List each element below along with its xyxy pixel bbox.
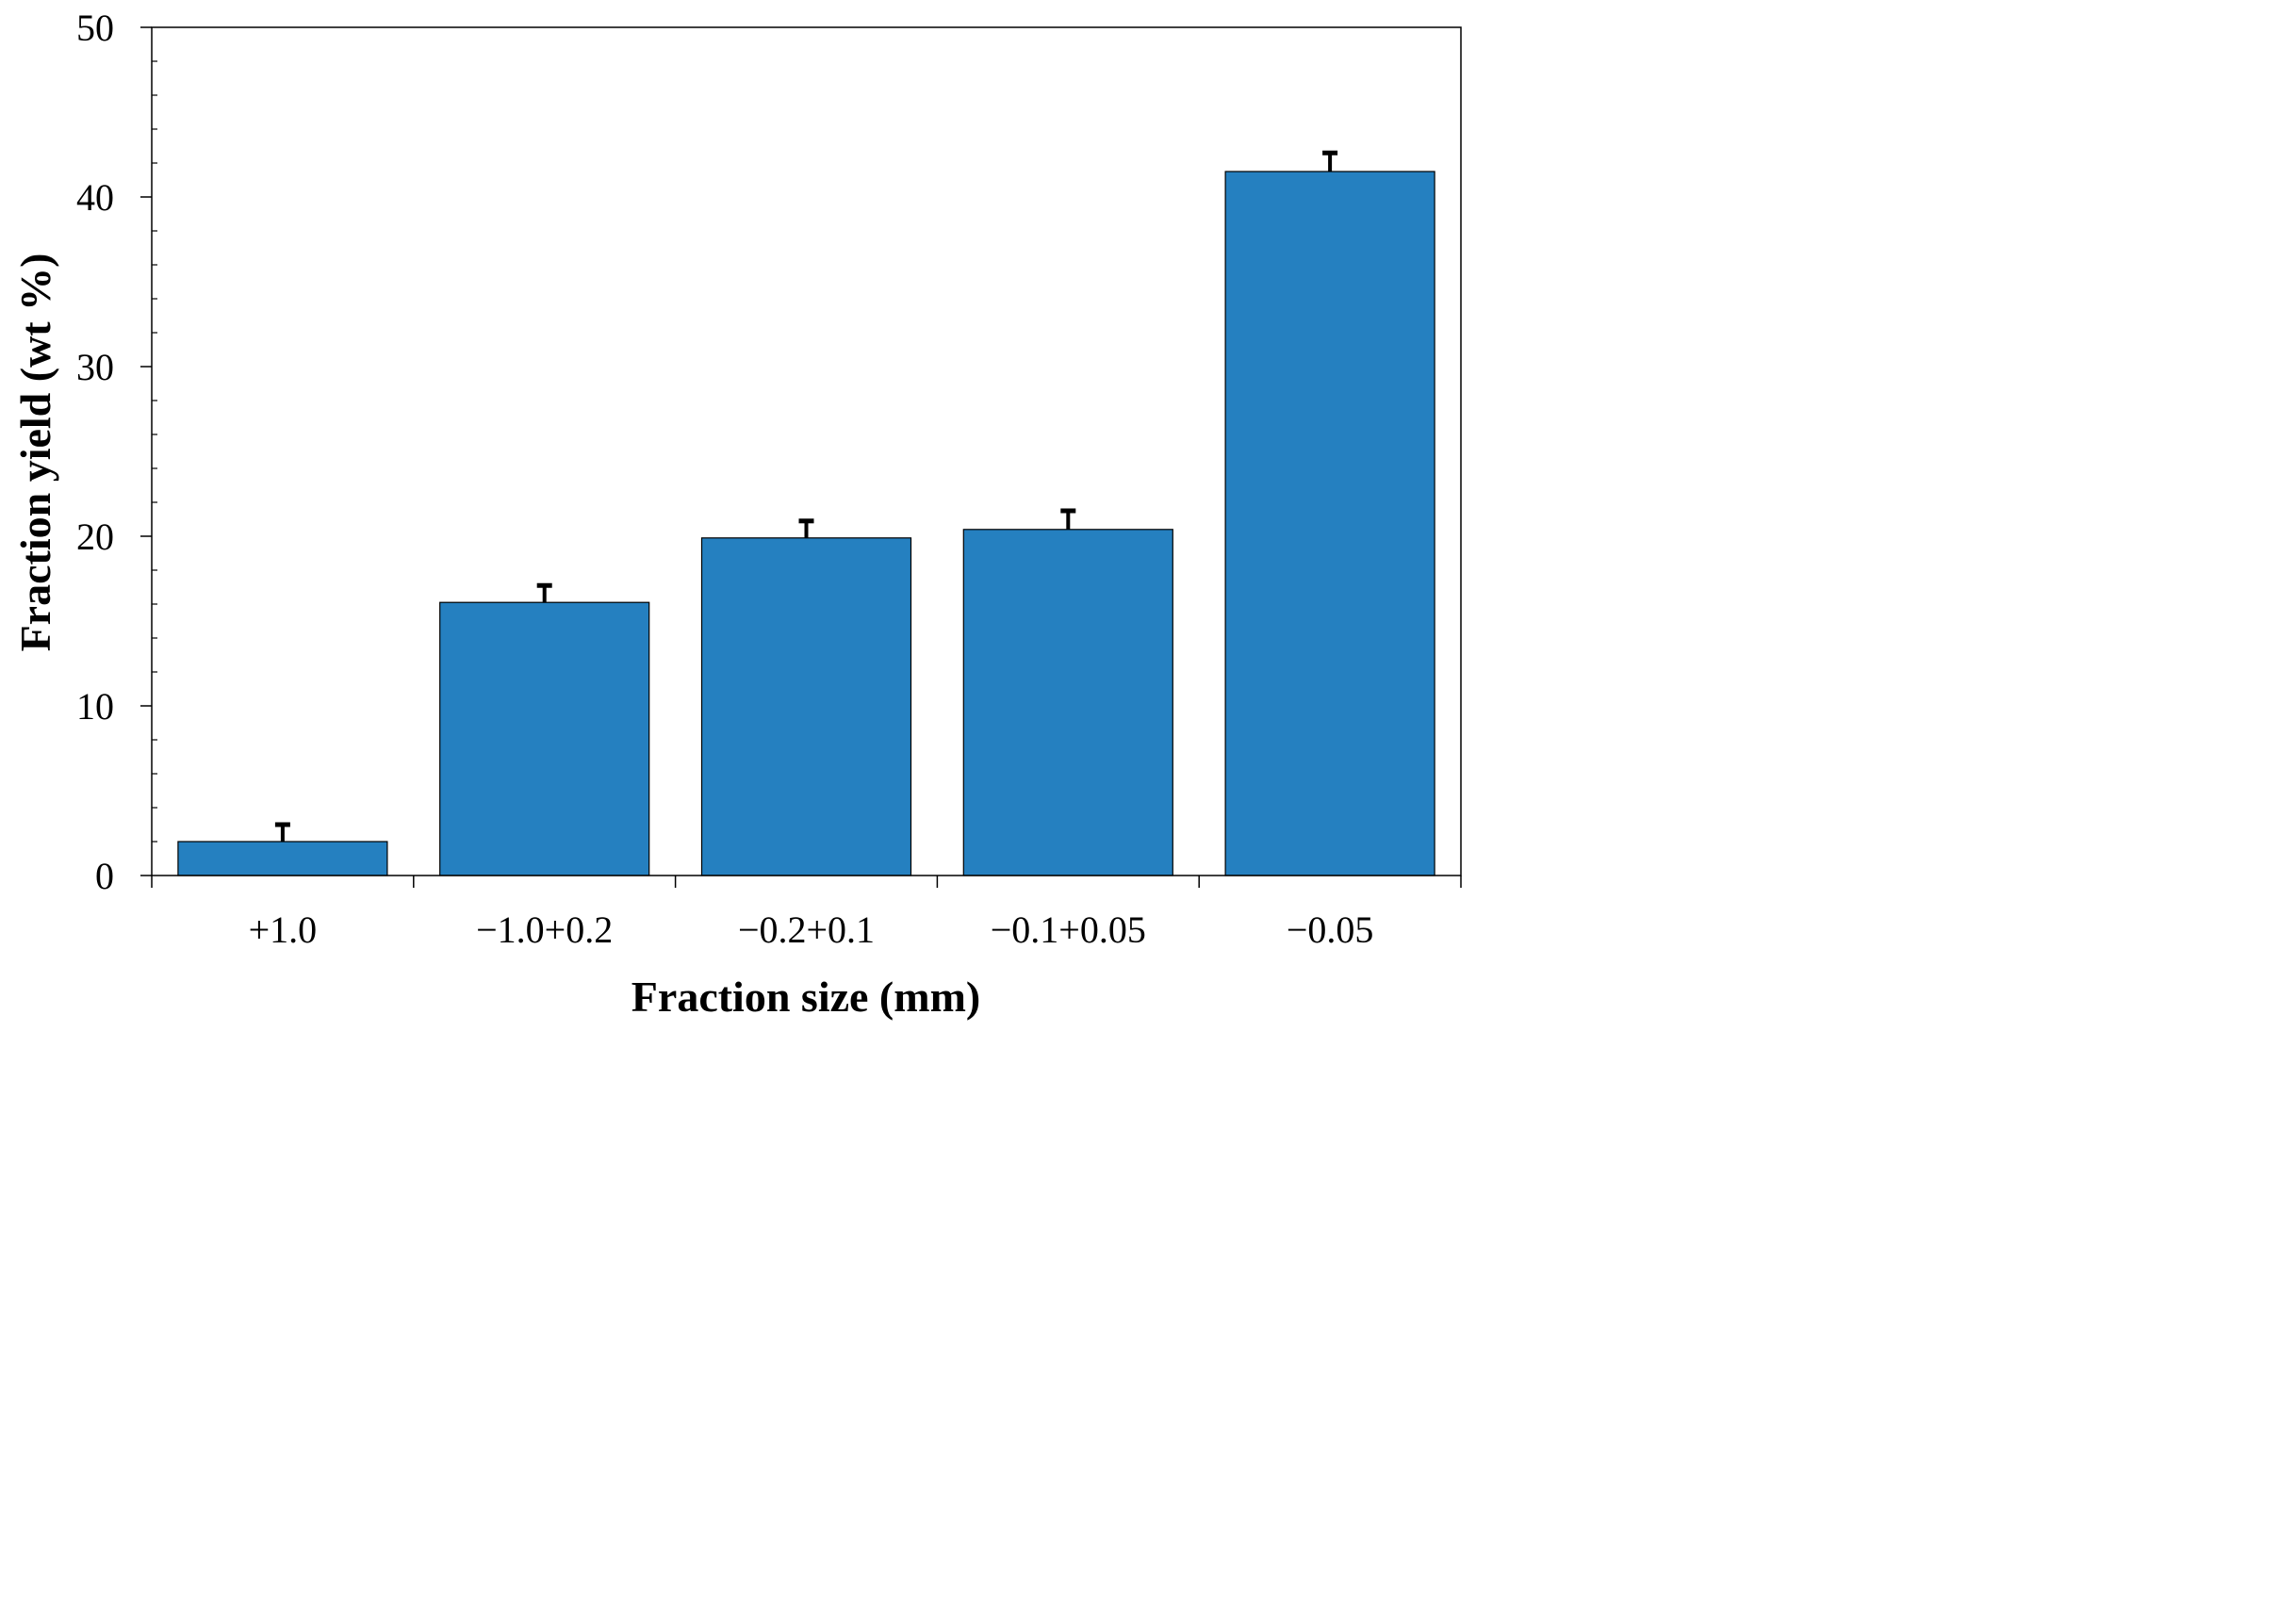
bar — [962, 529, 1173, 876]
axes-layer — [140, 26, 1462, 888]
bar — [1224, 171, 1435, 876]
x-axis-title: Fraction size (mm) — [631, 973, 980, 1021]
y-tick-label: 20 — [76, 516, 114, 558]
bar — [439, 601, 650, 876]
x-tick-label: −0.2+0.1 — [738, 908, 875, 951]
error-bars-layer — [274, 150, 1338, 842]
y-tick-label: 0 — [95, 855, 114, 897]
y-tick-label: 10 — [76, 685, 114, 728]
y-tick-label: 50 — [76, 7, 114, 49]
labels-layer: +1.0 −1.0+0.2 −0.2+0.1 −0.1+0.05 −0.05 0 10 20 3… — [76, 7, 1373, 951]
y-axis-title: Fraction yield (wt %) — [11, 254, 59, 652]
x-tick-label: −1.0+0.2 — [476, 908, 613, 951]
bar-chart: +1.0 −1.0+0.2 −0.2+0.1 −0.1+0.05 −0.05 0 10 20 3… — [0, 0, 1471, 1035]
y-tick-label: 30 — [76, 346, 114, 388]
plot-frame — [151, 26, 1462, 876]
x-tick-label: −0.05 — [1287, 908, 1374, 951]
x-tick-label: −0.1+0.05 — [991, 908, 1146, 951]
bar — [700, 537, 912, 876]
bars-layer — [177, 171, 1435, 876]
y-tick-label: 40 — [76, 176, 114, 219]
bar — [177, 841, 388, 876]
chart-canvas: +1.0 −1.0+0.2 −0.2+0.1 −0.1+0.05 −0.05 0 10 20 3… — [11, 7, 1462, 1021]
x-tick-label: +1.0 — [249, 908, 318, 951]
